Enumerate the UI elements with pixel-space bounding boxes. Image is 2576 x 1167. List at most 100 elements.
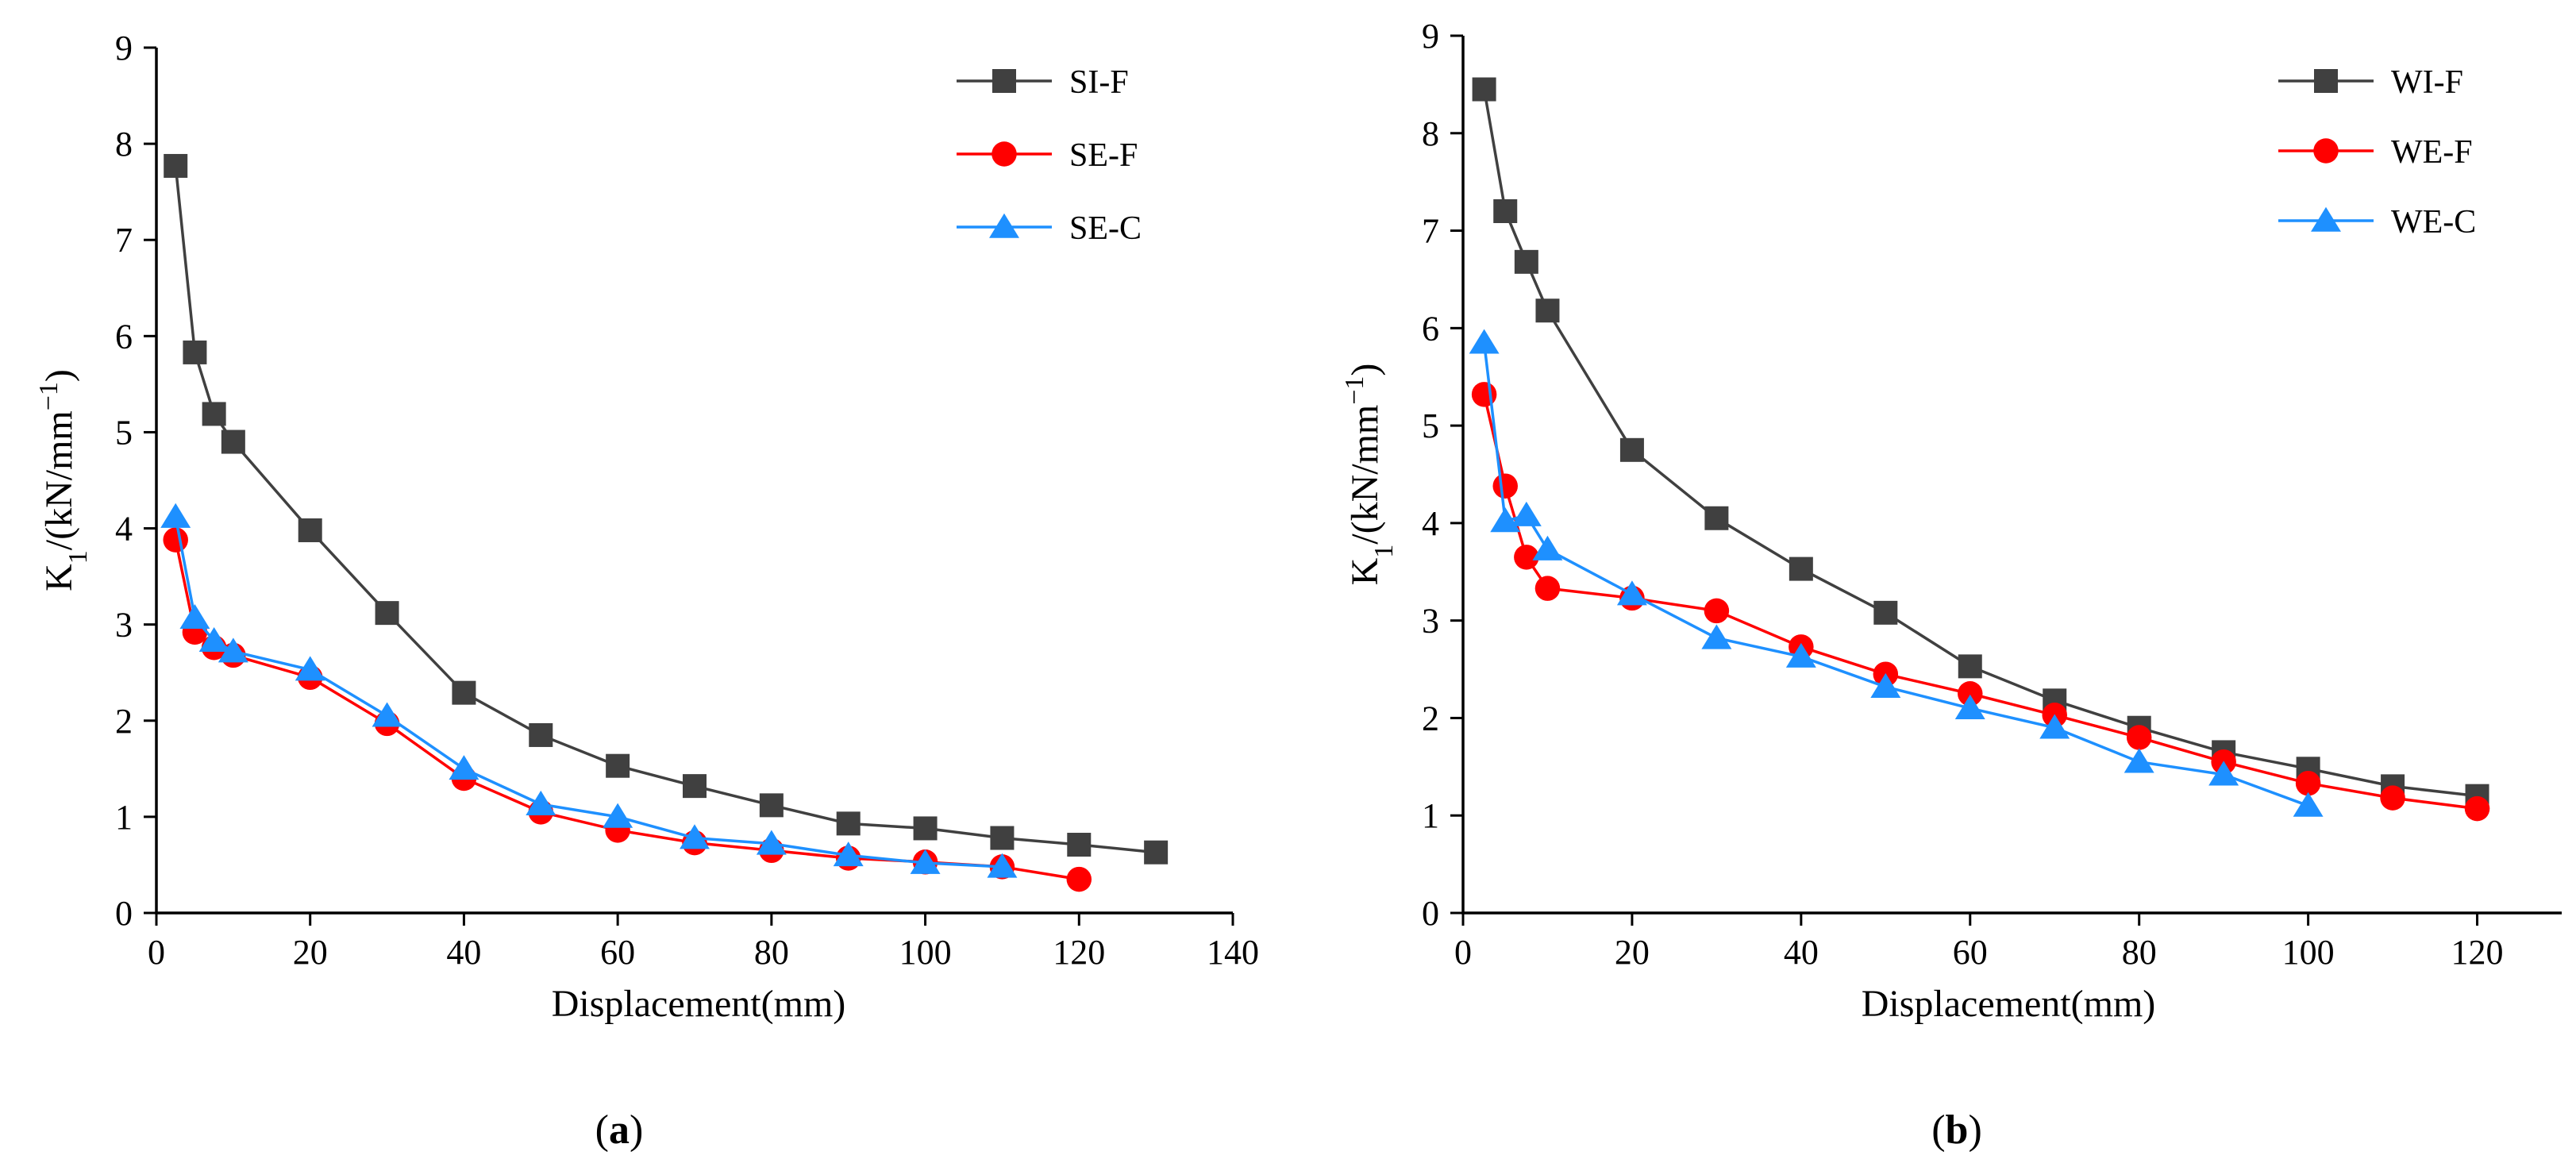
y-tick-label: 9 <box>115 29 133 67</box>
data-point <box>1493 199 1518 223</box>
data-point <box>759 793 784 818</box>
legend-marker <box>2313 138 2339 164</box>
series-SE-F <box>163 527 1092 892</box>
y-tick-label: 2 <box>1422 699 1439 738</box>
y-tick-label: 3 <box>1422 602 1439 641</box>
data-point <box>606 753 630 778</box>
y-tick-label: 9 <box>1422 17 1439 56</box>
y-tick-label: 8 <box>115 125 133 164</box>
y-axis-title: K1/(kN/mm−1) <box>34 369 93 591</box>
data-point <box>1958 681 1983 707</box>
data-point <box>913 816 938 841</box>
y-tick-label: 5 <box>1422 406 1439 445</box>
data-point <box>1469 329 1500 354</box>
x-tick-label: 100 <box>2282 933 2335 972</box>
panel-label-a: (a) <box>595 1107 644 1153</box>
data-point <box>529 722 553 747</box>
data-point <box>1873 600 1898 625</box>
data-point <box>1471 382 1497 407</box>
data-point <box>2380 785 2405 811</box>
data-point <box>603 803 633 828</box>
series-SE-C <box>160 503 1018 878</box>
data-point <box>987 853 1018 878</box>
data-point <box>202 402 226 426</box>
data-point <box>1789 557 1813 581</box>
y-tick-label: 7 <box>115 221 133 260</box>
chart-panel-a: 0 20 40 60 80 100 120 140 0 1 2 3 4 5 6 7 8 9 Displacement… <box>34 29 1260 1025</box>
data-point <box>1534 576 1561 601</box>
data-point <box>1532 535 1563 560</box>
data-point <box>910 849 941 874</box>
data-point <box>2293 791 2324 817</box>
legend-marker <box>2311 206 2341 232</box>
series-SI-F <box>164 153 1169 865</box>
data-point <box>1954 694 1985 719</box>
data-point <box>1704 506 1729 530</box>
data-point <box>836 811 861 836</box>
x-tick-label: 40 <box>446 933 481 972</box>
data-point <box>1704 598 1730 624</box>
x-tick-label: 80 <box>2122 933 2157 972</box>
data-point <box>1144 840 1169 865</box>
x-tick-label: 100 <box>899 933 952 972</box>
x-tick-label: 140 <box>1207 933 1259 972</box>
data-point <box>372 702 402 727</box>
data-point <box>298 518 322 542</box>
data-point <box>1492 473 1518 499</box>
x-tick-label: 20 <box>293 933 328 972</box>
x-tick-label: 60 <box>1953 933 1988 972</box>
data-point <box>1535 298 1560 323</box>
y-tick-label: 4 <box>1422 504 1439 543</box>
y-tick-label: 0 <box>115 894 133 933</box>
x-axis-title: Displacement(mm) <box>552 983 846 1025</box>
x-tick-label: 120 <box>1053 933 1105 972</box>
data-point <box>990 826 1015 850</box>
data-point <box>1514 545 1539 570</box>
data-point <box>221 429 245 454</box>
data-point <box>1870 672 1901 698</box>
data-point <box>164 153 188 178</box>
y-tick-label: 4 <box>115 510 133 549</box>
data-point <box>2464 795 2490 822</box>
x-tick-label: 0 <box>148 933 165 972</box>
data-point <box>1066 866 1092 892</box>
panel-label-b: (b) <box>1931 1107 1982 1153</box>
x-tick-label: 0 <box>1454 933 1472 972</box>
series-WI-F <box>1472 77 2489 808</box>
x-axis-title: Displacement(mm) <box>1862 983 2156 1025</box>
series-line <box>174 165 1157 854</box>
legend-marker <box>992 141 1017 167</box>
data-point <box>2124 748 2154 773</box>
y-tick-label: 6 <box>115 317 133 356</box>
data-point <box>1511 501 1542 526</box>
y-tick-label: 2 <box>115 702 133 741</box>
data-point <box>526 790 556 815</box>
data-point <box>183 340 207 364</box>
data-point <box>295 656 325 681</box>
legend-label: WI-F <box>2391 64 2463 101</box>
data-point <box>1514 249 1538 274</box>
y-tick-label: 1 <box>1422 796 1439 835</box>
legend-label: WE-F <box>2391 134 2473 171</box>
legend-label: SE-F <box>1069 137 1138 174</box>
x-tick-label: 20 <box>1615 933 1650 972</box>
data-point <box>683 774 707 799</box>
legend-marker <box>989 213 1019 238</box>
data-point <box>2208 761 2239 786</box>
y-tick-label: 7 <box>1422 212 1439 251</box>
data-point <box>163 527 188 553</box>
data-point <box>218 637 248 663</box>
chart-panel-b: 0 20 40 60 80 100 120 0 1 2 3 4 5 6 7 8 9 Displacement(mm… <box>1340 17 2562 1025</box>
legend-marker <box>2314 69 2338 93</box>
data-point <box>1958 654 1982 679</box>
data-point <box>1785 642 1816 668</box>
data-point <box>756 830 787 855</box>
data-point <box>1616 580 1647 606</box>
y-axis-title: K1/(kN/mm−1) <box>1340 364 1399 586</box>
data-point <box>2039 714 2070 739</box>
x-tick-label: 40 <box>1784 933 1819 972</box>
x-tick-label: 120 <box>2451 933 2504 972</box>
data-point <box>1619 437 1644 462</box>
y-tick-label: 1 <box>115 798 133 837</box>
